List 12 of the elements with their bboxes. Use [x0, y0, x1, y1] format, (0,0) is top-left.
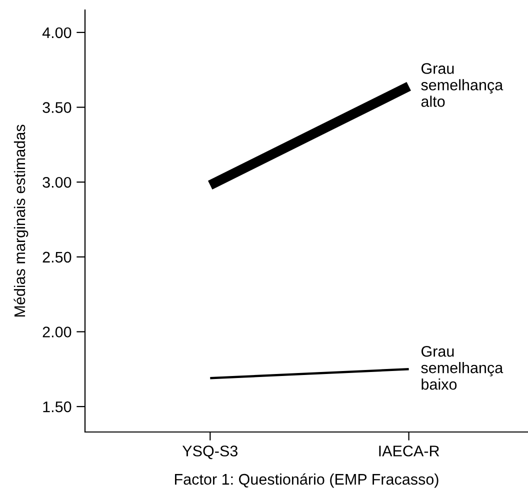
y-tick-label: 3.00 — [42, 176, 72, 188]
y-tick-label: 2.50 — [42, 252, 72, 263]
y-tick-label: 4.00 — [42, 27, 72, 38]
series-label: Grau semelhança alto — [421, 63, 504, 107]
y-tick-label: 1.50 — [43, 401, 72, 412]
x-axis-title: Factor 1: Questionário (EMP Fracasso) — [175, 473, 438, 488]
series-label: Grau semelhança baixo — [421, 346, 504, 390]
y-tick-label: 3.50 — [42, 102, 72, 113]
y-axis-title: Médias marginais estimadas — [14, 124, 28, 317]
x-tick-label: YSQ-S3 — [182, 446, 238, 460]
x-tick-label: IAECA-R — [379, 446, 440, 456]
y-tick-label: 2.00 — [42, 326, 72, 338]
